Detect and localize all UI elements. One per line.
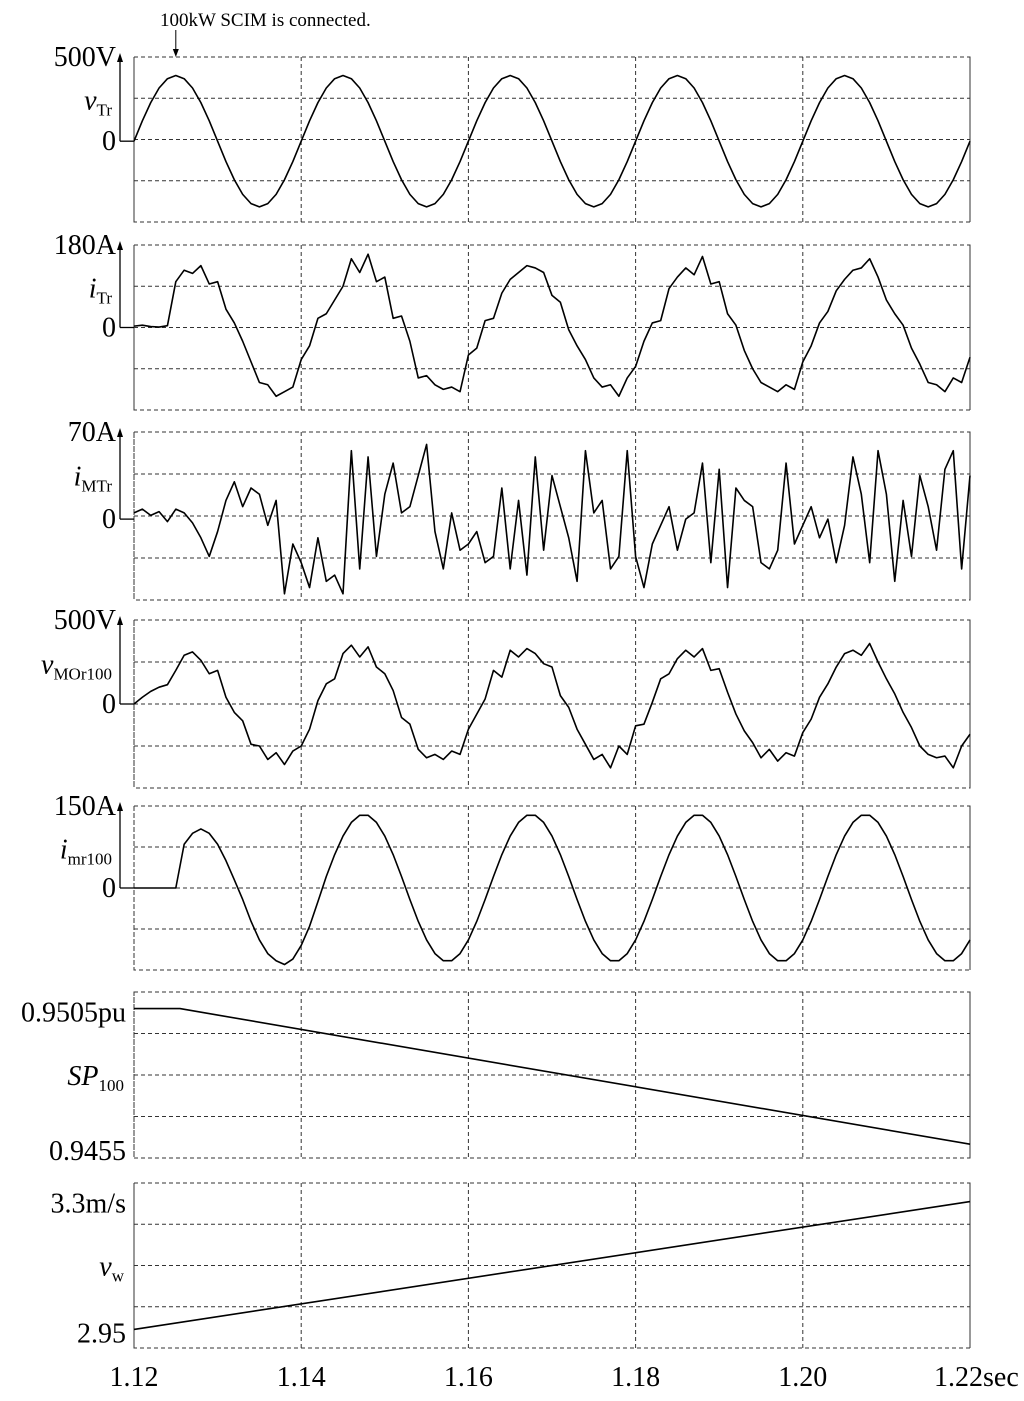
waveform: [133, 74, 971, 208]
waveform: [133, 642, 971, 769]
y-tick-label: 150A: [54, 791, 117, 822]
y-label-subscript: mr100: [68, 849, 112, 868]
y-tick-label: 0: [102, 313, 116, 344]
y-label: iTr: [89, 274, 113, 308]
y-tick-label: 0: [102, 504, 116, 535]
y-tick-label: 2.95: [77, 1318, 126, 1349]
waveform: [133, 253, 971, 398]
y-tick-label: 3.3m/s: [51, 1189, 126, 1220]
y-label-symbol: v: [84, 86, 97, 117]
y-label: iMTr: [74, 461, 113, 495]
y-label-subscript: Tr: [97, 101, 113, 120]
y-axis-arrow: [117, 428, 123, 437]
y-label-subscript: Tr: [97, 289, 113, 308]
y-axis-arrow: [117, 53, 123, 62]
y-label-symbol: i: [60, 834, 68, 865]
y-tick-label: 0: [102, 689, 116, 720]
y-label-subscript: MOr100: [53, 664, 112, 683]
x-tick-label: 1.12: [110, 1362, 159, 1393]
x-tick-label: 1.18: [611, 1362, 660, 1393]
waveform: [133, 443, 971, 595]
y-label: vTr: [84, 86, 112, 120]
y-label-symbol: v: [99, 1252, 112, 1283]
y-label-symbol: v: [41, 649, 54, 680]
y-label-symbol: SP: [67, 1061, 98, 1092]
annotation-arrowhead: [172, 49, 179, 57]
y-label-symbol: i: [74, 461, 82, 492]
y-axis-arrow: [117, 616, 123, 625]
y-label-subscript: 100: [99, 1076, 125, 1095]
y-label-subscript: w: [112, 1267, 125, 1286]
y-tick-label: 0.9505pu: [21, 998, 126, 1029]
y-label-subscript: MTr: [81, 476, 112, 495]
y-label: vw: [99, 1252, 124, 1286]
y-tick-label: 0: [102, 126, 116, 157]
y-axis-arrow: [117, 241, 123, 250]
x-tick-label: 1.14: [277, 1362, 326, 1393]
y-tick-label: 500V: [54, 605, 116, 636]
x-tick-label: 1.20: [778, 1362, 827, 1393]
waveform: [133, 1200, 971, 1331]
y-tick-label: 500V: [54, 42, 116, 73]
y-tick-label: 0: [102, 873, 116, 904]
annotation: 100kW SCIM is connected.: [160, 10, 371, 31]
waveform: [134, 814, 971, 966]
y-tick-label: 70A: [68, 417, 117, 448]
y-tick-label: 180A: [54, 230, 117, 261]
waveform: [134, 1007, 971, 1145]
y-axis-arrow: [117, 802, 123, 811]
x-tick-label: 1.16: [444, 1362, 493, 1393]
y-tick-label: 0.9455: [49, 1136, 126, 1167]
x-tick-label: 1.22sec: [934, 1362, 1019, 1393]
y-label-symbol: i: [89, 274, 97, 305]
y-label: SP100: [67, 1061, 124, 1095]
y-label: vMOr100: [41, 649, 112, 683]
y-label: imr100: [60, 834, 112, 868]
